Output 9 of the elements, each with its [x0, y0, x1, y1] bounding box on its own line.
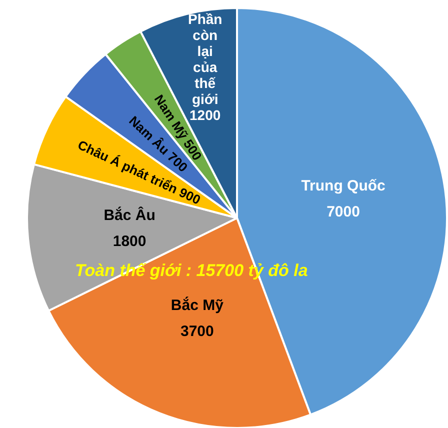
data-label: 7000	[326, 203, 360, 220]
slice-label: Trung Quốc	[301, 177, 386, 194]
data-label: 900	[176, 184, 203, 208]
data-label: 1200	[190, 106, 221, 123]
slice-label: Bắc Âu	[104, 206, 156, 224]
data-label: 1800	[112, 233, 146, 250]
slice-label: Phần còn lại của thế giới	[188, 10, 222, 107]
slice-label: Bắc Mỹ	[170, 296, 224, 314]
data-label: 3700	[180, 322, 214, 340]
